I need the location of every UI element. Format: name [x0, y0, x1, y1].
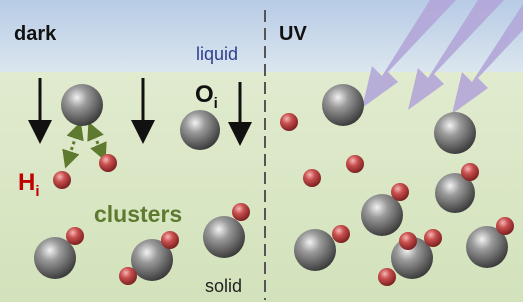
hydrogen-subscript: i	[35, 183, 39, 200]
clusters-label: clusters	[94, 201, 182, 227]
oxygen-subscript: i	[214, 95, 218, 112]
liquid-label: liquid	[196, 44, 238, 64]
hydrogen-symbol: H	[18, 169, 35, 196]
uv-label: UV	[279, 23, 307, 45]
diagram: dark liquid UV Oi Hi clusters solid	[0, 0, 523, 302]
oxygen-symbol: O	[195, 81, 214, 108]
solid-label: solid	[205, 276, 242, 296]
dark-label: dark	[14, 23, 57, 45]
